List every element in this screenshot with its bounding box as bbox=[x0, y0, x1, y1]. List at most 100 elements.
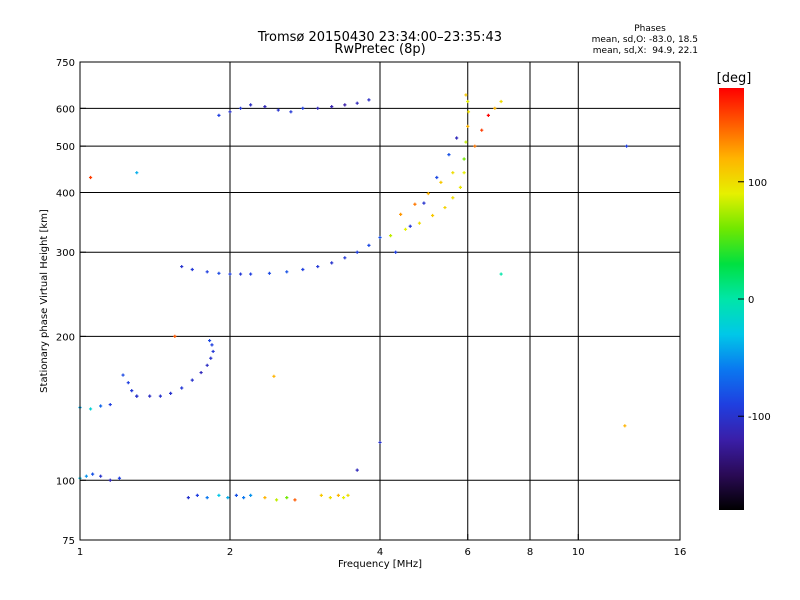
data-point bbox=[316, 264, 320, 269]
data-point bbox=[486, 113, 490, 117]
y-tick-label: 600 bbox=[56, 104, 75, 115]
data-point bbox=[199, 370, 203, 375]
data-point bbox=[408, 224, 412, 228]
data-point bbox=[355, 250, 359, 254]
data-point bbox=[217, 271, 221, 275]
data-point bbox=[91, 472, 95, 476]
data-point bbox=[399, 212, 403, 216]
colorbar-tick-label: 100 bbox=[748, 178, 767, 189]
x-tick-label: 2 bbox=[227, 547, 233, 558]
data-point bbox=[624, 144, 629, 148]
data-point bbox=[217, 493, 221, 497]
data-point bbox=[451, 196, 455, 200]
data-point bbox=[493, 106, 497, 110]
data-point bbox=[99, 404, 103, 408]
data-point bbox=[148, 394, 152, 398]
data-point bbox=[226, 495, 230, 500]
data-point bbox=[341, 495, 346, 500]
x-tick-label: 6 bbox=[465, 547, 471, 558]
data-point bbox=[466, 99, 470, 104]
data-point bbox=[430, 213, 435, 218]
data-point bbox=[378, 235, 382, 240]
data-point bbox=[426, 191, 430, 196]
data-point bbox=[88, 175, 93, 180]
x-tick-label: 1 bbox=[77, 547, 83, 558]
data-point bbox=[169, 391, 173, 395]
data-point bbox=[263, 495, 267, 500]
data-point bbox=[263, 105, 267, 109]
colorbar-tick-label: 0 bbox=[748, 295, 754, 306]
data-point bbox=[158, 394, 163, 398]
data-point bbox=[180, 264, 184, 269]
data-point bbox=[447, 153, 451, 157]
data-point bbox=[126, 381, 130, 385]
data-point bbox=[228, 110, 232, 114]
chart-subtitle: RwPretec (8p) bbox=[334, 42, 425, 57]
data-point bbox=[209, 356, 213, 360]
data-point bbox=[328, 495, 332, 500]
data-point bbox=[205, 495, 209, 500]
data-point bbox=[285, 495, 289, 500]
data-point bbox=[99, 474, 103, 478]
data-point bbox=[195, 493, 199, 497]
data-point bbox=[473, 144, 477, 148]
data-point bbox=[180, 386, 184, 390]
data-point bbox=[121, 373, 125, 377]
data-point bbox=[367, 243, 371, 248]
data-point bbox=[210, 343, 214, 347]
data-point bbox=[267, 271, 272, 275]
data-point bbox=[249, 493, 253, 497]
data-point bbox=[316, 106, 320, 110]
data-point bbox=[293, 498, 297, 502]
data-point bbox=[205, 363, 209, 367]
data-point bbox=[355, 101, 359, 105]
chart-title: Tromsø 20150430 23:34:00–23:35:43 bbox=[257, 30, 502, 45]
y-tick-label: 400 bbox=[56, 188, 75, 199]
data-point bbox=[186, 495, 190, 500]
data-point bbox=[330, 105, 334, 109]
data-point bbox=[130, 389, 134, 393]
data-point bbox=[443, 205, 447, 210]
colorbar-tick-label: -100 bbox=[748, 412, 771, 423]
data-point bbox=[480, 128, 484, 132]
data-point bbox=[388, 233, 393, 238]
x-axis-label: Frequency [MHz] bbox=[338, 559, 422, 570]
data-point bbox=[413, 202, 417, 206]
data-point bbox=[228, 272, 232, 276]
y-axis-label: Stationary phase Virtual Height [km] bbox=[39, 209, 50, 393]
data-point bbox=[173, 334, 177, 338]
data-point bbox=[274, 498, 279, 502]
data-point bbox=[190, 378, 194, 382]
data-point bbox=[499, 272, 503, 276]
data-point bbox=[336, 493, 340, 497]
data-point bbox=[108, 402, 112, 407]
data-point bbox=[499, 99, 503, 104]
data-point bbox=[249, 272, 253, 276]
data-point bbox=[108, 478, 112, 482]
data-point bbox=[462, 171, 466, 175]
data-point bbox=[343, 103, 347, 107]
data-point bbox=[466, 110, 471, 114]
colorbar-label: [deg] bbox=[717, 71, 752, 86]
x-tick-label: 10 bbox=[572, 547, 585, 558]
data-point bbox=[84, 474, 88, 478]
data-point bbox=[301, 267, 305, 272]
data-point bbox=[403, 227, 408, 231]
data-point bbox=[417, 221, 422, 225]
y-tick-label: 100 bbox=[56, 476, 75, 487]
data-point bbox=[238, 272, 243, 276]
y-tick-label: 200 bbox=[56, 332, 75, 343]
data-point bbox=[117, 476, 122, 480]
data-point bbox=[190, 267, 194, 272]
data-point bbox=[330, 261, 334, 265]
data-point bbox=[249, 103, 253, 107]
data-point bbox=[272, 374, 276, 378]
colorbar-ticks: 100 0 -100 bbox=[738, 178, 771, 423]
x-tick-label: 4 bbox=[377, 547, 383, 558]
data-point bbox=[217, 113, 221, 117]
data-point bbox=[135, 171, 139, 175]
y-tick-label: 75 bbox=[62, 536, 75, 547]
data-point bbox=[289, 110, 293, 114]
data-point bbox=[394, 250, 398, 254]
